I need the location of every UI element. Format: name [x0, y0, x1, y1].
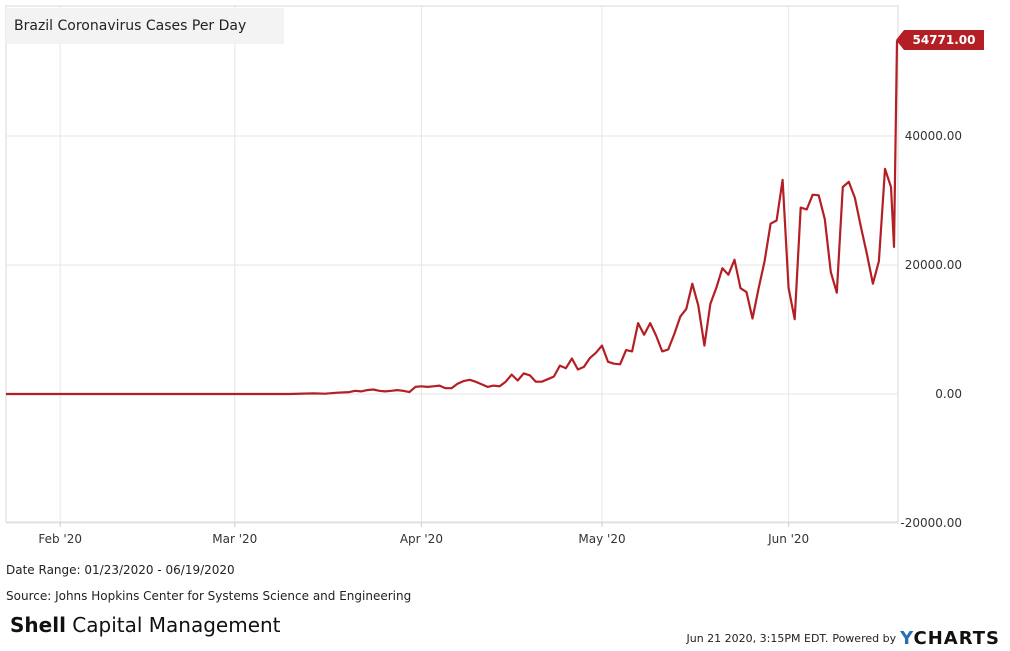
x-tick-label: Feb '20 — [38, 532, 82, 546]
series-line-brazil-cases — [6, 40, 899, 396]
last-value-label: 54771.00 — [896, 30, 984, 50]
y-axis-ticks: -20000.00 0.00 20000.00 40000.00 — [900, 129, 962, 530]
date-range-text: Date Range: 01/23/2020 - 06/19/2020 — [6, 563, 235, 577]
x-tick-label: Apr '20 — [400, 532, 443, 546]
source-text: Source: Johns Hopkins Center for Systems… — [6, 589, 412, 603]
ycharts-logo: YCHARTS — [900, 628, 1000, 649]
shell-capital-logo: Shell Capital Management — [10, 613, 281, 637]
y-tick-label: 20000.00 — [905, 258, 962, 272]
x-tick-label: Jun '20 — [767, 532, 809, 546]
x-tick-label: Mar '20 — [212, 532, 257, 546]
plot-frame — [5, 5, 899, 523]
footer-right: Jun 21 2020, 3:15PM EDT. Powered by YCHA… — [687, 628, 1001, 649]
timestamp-text: Jun 21 2020, 3:15PM EDT. — [686, 632, 829, 645]
y-tick-label: 0.00 — [935, 387, 962, 401]
chart-title-box — [6, 8, 284, 44]
chart-title: Brazil Coronavirus Cases Per Day — [14, 18, 247, 34]
y-tick-label: 40000.00 — [905, 129, 962, 143]
powered-by-text: Powered by — [832, 632, 897, 645]
logo-bold-text: Shell — [10, 613, 66, 637]
grid-lines — [6, 6, 898, 524]
x-axis-ticks: Feb '20 Mar '20 Apr '20 May '20 Jun '20 — [38, 522, 809, 546]
logo-rest-text: Capital Management — [65, 613, 281, 637]
y-tick-label: -20000.00 — [900, 516, 962, 530]
x-tick-label: May '20 — [578, 532, 625, 546]
